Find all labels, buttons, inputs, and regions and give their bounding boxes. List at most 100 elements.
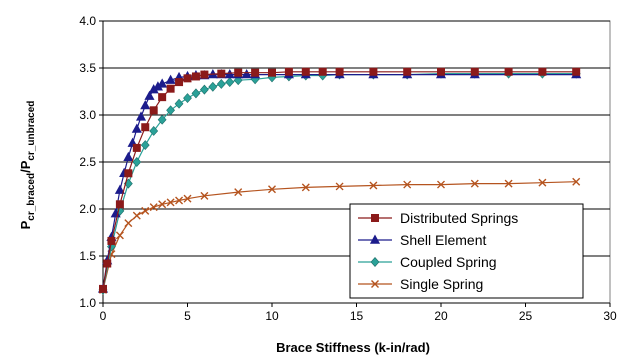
- data-point-single-spring: [369, 181, 378, 190]
- data-point-single-spring: [234, 188, 243, 197]
- y-axis-title-sub2: cr_unbraced: [26, 101, 37, 161]
- data-point-distributed-springs: [132, 143, 141, 152]
- x-marker-stroke: [124, 219, 133, 228]
- x-marker-stroke: [301, 183, 310, 192]
- x-marker-stroke: [572, 177, 581, 186]
- x-tick-label: 5: [184, 309, 191, 323]
- x-marker-stroke: [234, 188, 243, 197]
- legend-item-distributed-springs: Distributed Springs: [358, 210, 518, 226]
- data-point-single-spring: [132, 211, 141, 220]
- data-point-distributed-springs: [175, 78, 184, 87]
- data-point-single-spring: [403, 180, 412, 189]
- data-point-shell-element: [135, 111, 147, 121]
- data-point-distributed-springs: [166, 84, 175, 93]
- y-tick-label: 3.5: [79, 61, 96, 75]
- data-point-distributed-springs: [217, 69, 226, 78]
- data-point-coupled-spring: [208, 81, 218, 92]
- data-point-distributed-springs: [284, 67, 293, 76]
- data-point-distributed-springs: [149, 106, 158, 115]
- x-marker-stroke: [369, 181, 378, 190]
- x-marker-stroke: [175, 196, 184, 205]
- data-point-single-spring: [301, 183, 310, 192]
- y-tick-label: 2.5: [79, 155, 96, 169]
- data-point-single-spring: [437, 180, 445, 189]
- x-marker-stroke: [371, 280, 379, 288]
- data-point-distributed-springs: [141, 123, 150, 132]
- x-tick-label: 10: [265, 309, 279, 323]
- data-point-single-spring: [149, 203, 158, 212]
- data-point-distributed-springs: [504, 67, 513, 76]
- data-point-shell-element: [157, 78, 168, 88]
- data-point-distributed-springs: [335, 67, 344, 76]
- data-point-shell-element: [165, 74, 176, 84]
- x-tick-label: 30: [603, 309, 617, 323]
- x-marker-stroke: [335, 182, 344, 191]
- y-axis-title-base: P: [18, 220, 33, 229]
- y-tick-label: 1.0: [79, 296, 96, 310]
- x-marker-stroke: [403, 180, 412, 189]
- data-point-single-spring: [572, 177, 581, 186]
- data-point-distributed-springs: [234, 68, 243, 77]
- data-point-distributed-springs: [191, 72, 200, 81]
- x-axis-title: Brace Stiffness (k-in/rad): [276, 340, 430, 355]
- x-marker-stroke: [200, 191, 209, 200]
- data-point-shell-element: [241, 69, 252, 79]
- data-point-single-spring: [141, 206, 150, 215]
- data-point-distributed-springs: [107, 236, 116, 245]
- data-point-distributed-springs: [268, 68, 276, 77]
- series-layer: [97, 67, 582, 295]
- y-tick-label: 4.0: [79, 14, 96, 28]
- data-point-coupled-spring: [183, 93, 192, 104]
- legend-label-coupled-spring: Coupled Spring: [400, 254, 497, 270]
- data-point-coupled-spring: [132, 157, 142, 167]
- data-point-distributed-springs: [369, 67, 378, 76]
- x-marker-stroke: [183, 194, 192, 203]
- x-marker-stroke: [470, 179, 479, 188]
- data-point-distributed-springs: [572, 67, 581, 76]
- data-point-shell-element: [224, 69, 235, 79]
- x-marker-stroke: [141, 206, 150, 215]
- data-point-single-spring: [200, 191, 209, 200]
- data-point-distributed-springs: [318, 67, 327, 76]
- data-point-distributed-springs: [158, 93, 167, 102]
- legend-item-single-spring: Single Spring: [358, 276, 483, 292]
- x-marker-stroke: [538, 178, 547, 187]
- data-point-distributed-springs: [251, 68, 260, 77]
- y-tick-label: 1.5: [79, 249, 96, 263]
- legend-marker-shell-element: [369, 234, 381, 244]
- x-marker-stroke: [166, 198, 175, 207]
- legend-label-shell-element: Shell Element: [400, 232, 486, 248]
- data-point-shell-element: [140, 100, 151, 110]
- x-marker-stroke: [504, 179, 513, 188]
- data-point-distributed-springs: [103, 259, 112, 268]
- x-tick-label: 15: [350, 309, 364, 323]
- data-point-coupled-spring: [174, 98, 184, 109]
- x-tick-label: 20: [434, 309, 448, 323]
- legend-marker-distributed-springs: [371, 214, 379, 222]
- data-point-single-spring: [538, 178, 547, 187]
- x-marker-stroke: [132, 211, 141, 220]
- data-point-distributed-springs: [470, 67, 479, 76]
- x-marker-stroke: [268, 185, 276, 194]
- series-distributed-springs: [99, 67, 581, 293]
- data-point-coupled-spring: [199, 84, 209, 95]
- data-point-coupled-spring: [216, 79, 226, 89]
- legend-label-single-spring: Single Spring: [400, 276, 483, 292]
- legend-item-coupled-spring: Coupled Spring: [358, 254, 497, 270]
- data-point-shell-element: [131, 123, 142, 133]
- data-point-single-spring: [115, 231, 124, 240]
- data-point-coupled-spring: [140, 140, 150, 151]
- data-point-single-spring: [158, 200, 167, 209]
- legend-label-distributed-springs: Distributed Springs: [400, 210, 518, 226]
- x-marker-stroke: [158, 200, 167, 209]
- data-point-distributed-springs: [124, 169, 133, 178]
- legend-marker-single-spring: [371, 280, 379, 288]
- data-point-distributed-springs: [200, 70, 209, 79]
- data-point-distributed-springs: [301, 67, 310, 76]
- data-point-coupled-spring: [191, 88, 201, 99]
- series-single-spring: [99, 177, 581, 294]
- data-point-distributed-springs: [99, 284, 107, 293]
- x-tick-label: 0: [100, 309, 107, 323]
- legend-item-shell-element: Shell Element: [358, 232, 486, 248]
